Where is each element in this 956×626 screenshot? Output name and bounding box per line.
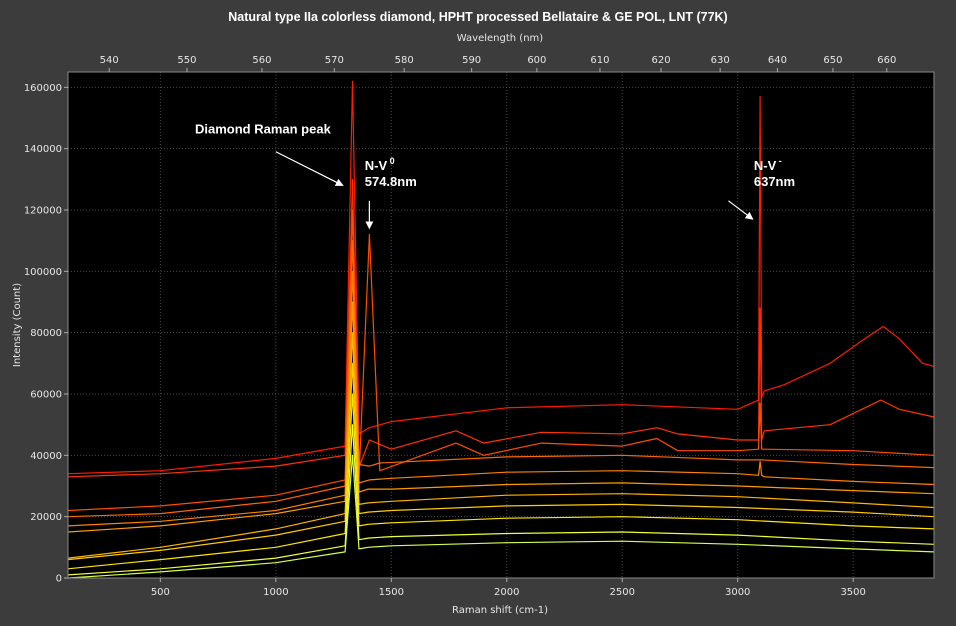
spectrum-line-10 xyxy=(67,424,935,576)
plot-frame xyxy=(67,71,935,579)
spectrum-line-8 xyxy=(67,362,935,561)
y-tick-label: 80000 xyxy=(30,328,62,339)
x-tick-label: 1500 xyxy=(379,587,404,598)
x2-tick-label: 550 xyxy=(177,55,196,66)
spectrum-line-9 xyxy=(67,393,935,570)
annotation-arrow-3 xyxy=(728,200,754,220)
spectrum-line-2 xyxy=(67,178,935,478)
x2-tick-label: 590 xyxy=(462,55,481,66)
x-tick-label: 3000 xyxy=(725,587,750,598)
y-tick-label: 120000 xyxy=(24,206,62,217)
spectrum-line-11 xyxy=(67,454,935,579)
annotation-1-line-1: Diamond Raman peak xyxy=(195,121,332,136)
annotation-3-line-1: N-V - xyxy=(754,156,782,173)
x2-tick-label: 560 xyxy=(252,55,271,66)
x2-tick-label: 620 xyxy=(651,55,670,66)
grid xyxy=(68,72,934,578)
x2-tick-label: 630 xyxy=(711,55,730,66)
x2-tick-label: 570 xyxy=(325,55,344,66)
spectrum-line-7 xyxy=(67,332,935,559)
y-tick-label: 100000 xyxy=(24,267,62,278)
y-axis: 0 20000 40000 60000 80000 100000 120000 140000 1… xyxy=(24,83,68,585)
spectrum-line-6 xyxy=(67,301,935,533)
x2-tick-label: 660 xyxy=(877,55,896,66)
x2-tick-label: 640 xyxy=(768,55,787,66)
x2-axis-title: Wavelength (nm) xyxy=(457,33,543,44)
spectrum-line-4 xyxy=(67,240,935,518)
x2-tick-label: 610 xyxy=(590,55,609,66)
x-tick-label: 3500 xyxy=(840,587,865,598)
x-tick-label: 1000 xyxy=(263,587,288,598)
y-tick-label: 40000 xyxy=(30,451,62,462)
y-tick-label: 60000 xyxy=(30,390,62,401)
x2-tick-label: 580 xyxy=(395,55,414,66)
x2-tick-label: 600 xyxy=(527,55,546,66)
chart-title: Natural type IIa colorless diamond, HPHT… xyxy=(228,10,727,24)
annotation-superscript: 0 xyxy=(387,156,395,166)
y-axis-title: Intensity (Count) xyxy=(12,283,23,367)
spectrum-line-1 xyxy=(67,80,935,475)
spectrum-line-5 xyxy=(67,270,935,527)
x-tick-label: 2500 xyxy=(610,587,635,598)
x-axis-title: Raman shift (cm-1) xyxy=(452,605,548,616)
x2-tick-label: 540 xyxy=(100,55,119,66)
plot-area xyxy=(68,72,934,578)
x-tick-label: 2000 xyxy=(494,587,519,598)
annotation-superscript: - xyxy=(776,156,782,166)
x-axis: 500 1000 1500 2000 2500 3000 3500 xyxy=(151,578,866,598)
x-tick-label: 500 xyxy=(151,587,170,598)
y-tick-label: 160000 xyxy=(24,83,62,94)
y-tick-label: 20000 xyxy=(30,512,62,523)
y-tick-label: 140000 xyxy=(24,144,62,155)
y-tick-label: 0 xyxy=(56,574,62,585)
x2-axis: 540 550 560 570 580 590 600 610 620 630 640 650 660 xyxy=(100,55,896,72)
annotation-2-line-2: 574.8nm xyxy=(365,174,417,189)
series-layer xyxy=(67,80,935,579)
annotation-3-line-2: 637nm xyxy=(754,174,795,189)
x2-tick-label: 650 xyxy=(823,55,842,66)
annotation-arrow-1 xyxy=(275,151,344,187)
